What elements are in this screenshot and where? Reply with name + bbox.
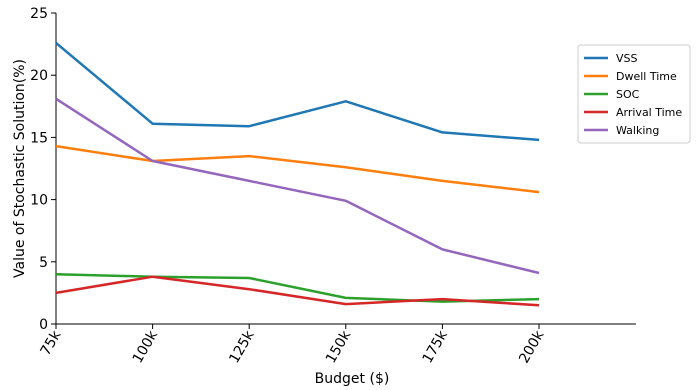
y-tick-label: 15 (30, 130, 48, 146)
y-tick-label: 25 (30, 6, 48, 22)
series-line-arrival-time (55, 275, 540, 307)
series-line-walking (55, 97, 540, 275)
legend-entry-label: SOC (616, 88, 640, 101)
x-tick-label: 175k (420, 327, 452, 366)
legend-entry-label: Arrival Time (616, 106, 682, 119)
x-axis-label: Budget ($) (315, 371, 390, 387)
y-tick-label: 10 (30, 193, 48, 209)
legend: VSS Dwell Time SOC Arrival Time Walking (577, 44, 691, 144)
y-tick-label: 0 (39, 317, 48, 333)
y-tick-label: 20 (30, 68, 48, 84)
x-tick-label: 100k (130, 327, 162, 366)
x-tick-label: 125k (226, 327, 258, 366)
legend-entry-label: VSS (616, 52, 638, 65)
series-line-vss (55, 41, 540, 142)
y-tick-label: 5 (39, 255, 48, 271)
legend-entry-label: Dwell Time (616, 70, 677, 83)
y-axis-label: Value of Stochastic Solution(%) (12, 59, 28, 278)
legend-box (577, 44, 691, 144)
x-axis-ticks: 75k 100k 125k 150k 175k 200k (38, 324, 548, 366)
legend-entry-label: Walking (616, 124, 659, 137)
x-tick-label: 200k (516, 327, 548, 366)
x-tick-label: 150k (323, 327, 355, 366)
y-axis-ticks: 0 5 10 15 20 25 (30, 6, 56, 333)
series-lines (55, 41, 540, 307)
series-line-dwell-time (55, 144, 540, 194)
